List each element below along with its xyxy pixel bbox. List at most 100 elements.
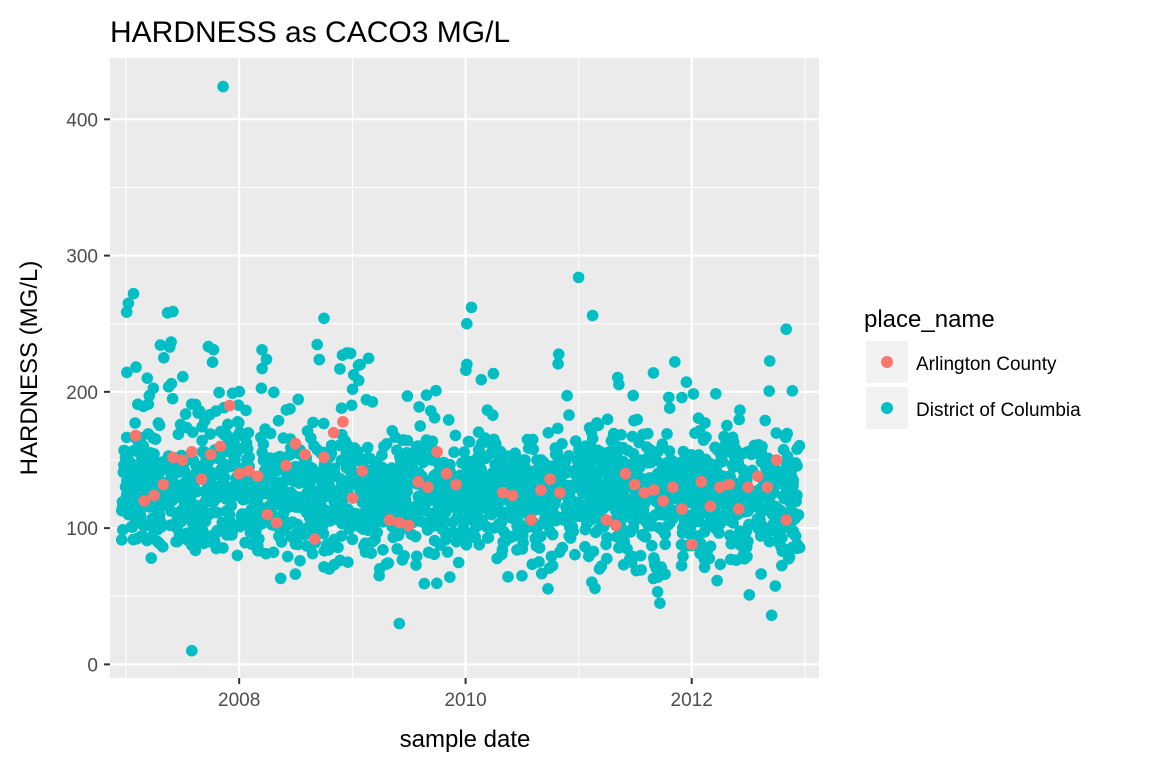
dc-point <box>560 513 573 525</box>
dc-point <box>533 556 545 568</box>
dc-point <box>346 383 359 396</box>
arlington-point <box>431 446 443 458</box>
dc-point <box>129 417 141 429</box>
arlington-point <box>383 514 396 526</box>
dc-point <box>193 405 206 417</box>
dc-point <box>127 287 140 300</box>
dc-point <box>734 404 746 417</box>
dc-point <box>484 447 497 460</box>
dc-point <box>418 448 431 461</box>
legend-label-dc: District of Columbia <box>916 400 1081 421</box>
arlington-point <box>525 514 537 526</box>
dc-point <box>142 398 155 411</box>
dc-point <box>192 461 204 474</box>
arlington-point <box>733 503 745 515</box>
dc-point <box>684 491 696 503</box>
dc-point <box>605 435 618 447</box>
dc-point <box>126 521 139 533</box>
dc-point <box>589 582 601 595</box>
dc-point <box>698 561 711 574</box>
dc-point <box>448 446 460 459</box>
dc-point <box>549 511 562 523</box>
dc-point <box>634 549 647 562</box>
legend-swatch-dc <box>881 402 893 414</box>
dc-point <box>354 358 366 371</box>
arlington-point <box>544 473 556 485</box>
dc-point <box>475 373 488 386</box>
dc-point <box>204 428 217 440</box>
dc-point <box>767 518 780 530</box>
dc-point <box>789 530 802 542</box>
dc-point <box>561 389 573 402</box>
dc-point <box>211 491 223 504</box>
dc-point <box>473 538 486 551</box>
dc-point <box>465 301 478 314</box>
dc-point <box>606 491 619 504</box>
series-arlington-county <box>129 399 792 551</box>
dc-point <box>718 440 731 452</box>
dc-point <box>174 418 187 431</box>
arlington-point <box>676 503 688 515</box>
arlington-point <box>761 481 774 494</box>
dc-point <box>401 434 414 447</box>
dc-point <box>206 356 219 369</box>
dc-point <box>165 336 177 348</box>
dc-point <box>559 455 572 468</box>
dc-point <box>627 521 640 534</box>
dc-point <box>172 428 185 441</box>
dc-point <box>248 490 260 502</box>
arlington-point <box>233 467 245 480</box>
arlington-point <box>270 516 283 529</box>
dc-point <box>420 389 433 401</box>
dc-point <box>172 488 184 501</box>
arlington-point <box>251 470 264 483</box>
dc-point <box>661 428 673 440</box>
dc-point <box>776 559 788 572</box>
arlington-point <box>610 519 622 532</box>
dc-point <box>780 323 792 336</box>
dc-point <box>267 546 280 559</box>
dc-point <box>149 433 162 445</box>
dc-point <box>663 391 675 404</box>
dc-point <box>460 539 473 551</box>
dc-point <box>569 548 581 561</box>
dc-point <box>264 427 277 440</box>
dc-point <box>346 533 359 546</box>
dc-point <box>118 444 130 457</box>
dc-point <box>646 539 658 552</box>
dc-point <box>438 498 451 511</box>
arlington-point <box>167 451 179 464</box>
dc-point <box>379 483 391 496</box>
arlington-point <box>204 448 217 461</box>
arlington-point <box>742 481 754 494</box>
dc-point <box>207 343 220 356</box>
dc-point <box>631 413 643 426</box>
dc-point <box>233 385 246 398</box>
x-tick-label: 2012 <box>671 690 713 711</box>
dc-point <box>257 454 270 467</box>
dc-point <box>332 541 344 554</box>
dc-point <box>413 401 425 413</box>
dc-point <box>601 552 613 565</box>
dc-point <box>669 356 681 368</box>
y-tick-label: 400 <box>66 110 98 131</box>
dc-point <box>699 417 711 429</box>
dc-point <box>334 472 346 485</box>
y-tick-label: 100 <box>66 519 98 540</box>
arlington-point <box>780 514 792 526</box>
arlington-point <box>695 476 708 488</box>
dc-point <box>186 644 198 657</box>
dc-point <box>492 504 505 516</box>
dc-point <box>721 419 733 432</box>
dc-point <box>763 355 776 367</box>
dc-point <box>461 317 473 330</box>
dc-point <box>210 542 223 555</box>
dc-point <box>121 366 133 379</box>
dc-point <box>691 455 704 468</box>
arlington-point <box>129 429 142 442</box>
dc-point <box>714 558 727 571</box>
dc-point <box>790 495 802 508</box>
dc-point <box>386 462 398 475</box>
dc-point <box>676 391 688 404</box>
arlington-point <box>176 454 188 466</box>
